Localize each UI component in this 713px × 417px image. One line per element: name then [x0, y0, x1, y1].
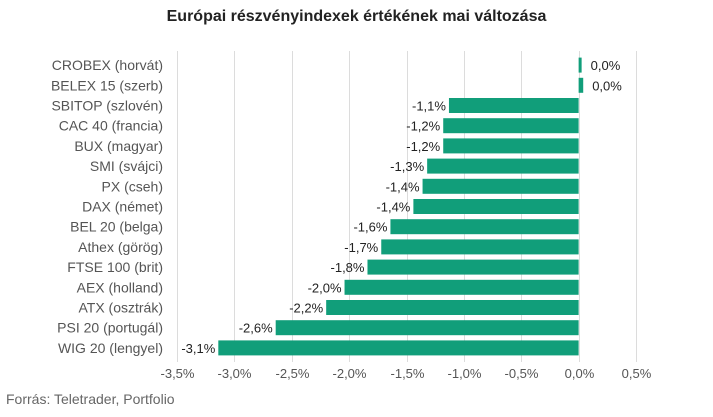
bar — [578, 77, 584, 93]
value-label: -2,2% — [289, 301, 323, 316]
category-label: BUX (magyar) — [74, 138, 163, 154]
x-tick-label: 0,0% — [565, 366, 595, 381]
bar — [218, 340, 579, 356]
value-label: 0,0% — [591, 58, 621, 73]
x-tick-label: -3,5% — [161, 366, 195, 381]
bar — [344, 279, 579, 295]
x-tick-label: -2,0% — [333, 366, 367, 381]
bar — [578, 57, 582, 73]
category-label: Athex (görög) — [78, 239, 163, 255]
category-label: PSI 20 (portugál) — [57, 320, 163, 336]
category-label: CROBEX (horvát) — [52, 57, 163, 73]
source-note: Forrás: Teletrader, Portfolio — [6, 391, 175, 407]
category-label: FTSE 100 (brit) — [67, 259, 163, 275]
bar — [275, 320, 579, 336]
value-label: -3,1% — [181, 341, 215, 356]
value-label: -1,6% — [353, 220, 387, 235]
x-tick-label: -0,5% — [505, 366, 539, 381]
value-label: -1,4% — [386, 179, 420, 194]
category-label: BEL 20 (belga) — [70, 219, 163, 235]
value-label: -2,0% — [308, 280, 342, 295]
value-label: -1,8% — [331, 260, 365, 275]
bar — [427, 158, 579, 174]
bar — [381, 239, 579, 255]
value-label: -1,3% — [390, 159, 424, 174]
value-label: -1,2% — [406, 119, 440, 134]
value-label: -1,1% — [412, 99, 446, 114]
chart-title: Európai részvényindexek értékének mai vá… — [166, 8, 547, 25]
bars — [218, 57, 584, 356]
value-label: 0,0% — [592, 78, 622, 93]
x-tick-label: -3,0% — [218, 366, 252, 381]
x-tick-label: -1,0% — [448, 366, 482, 381]
x-tick-label: -2,5% — [276, 366, 310, 381]
bar — [367, 259, 579, 275]
category-label: SMI (svájci) — [90, 158, 163, 174]
x-tick-label: 0,5% — [622, 366, 652, 381]
value-label: -2,6% — [239, 321, 273, 336]
bar — [443, 118, 579, 134]
bar — [390, 219, 579, 235]
x-tick-label: -1,5% — [391, 366, 425, 381]
category-label: PX (cseh) — [102, 178, 163, 194]
value-label: -1,4% — [376, 200, 410, 215]
bar — [448, 98, 579, 113]
category-label: ATX (osztrák) — [78, 300, 163, 316]
category-label: WIG 20 (lengyel) — [58, 340, 163, 356]
bar — [326, 300, 579, 315]
value-labels: 0,0% 0,0% -1,1% -1,2% -1,2% -1,3% -1,4% -1,4% -1… — [181, 58, 622, 356]
value-label: -1,2% — [406, 139, 440, 154]
category-label: DAX (német) — [82, 199, 163, 215]
category-labels: CROBEX (horvát) BELEX 15 (szerb) SBITOP (s… — [51, 57, 163, 356]
bar — [422, 178, 579, 194]
bar — [413, 199, 579, 214]
bar — [443, 138, 579, 154]
category-label: BELEX 15 (szerb) — [51, 77, 163, 93]
x-axis-ticks: -3,5% -3,0% -2,5% -2,0% -1,5% -1,0% -0,5% 0,0% 0… — [161, 366, 652, 381]
value-label: -1,7% — [344, 240, 378, 255]
category-label: SBITOP (szlovén) — [51, 98, 163, 114]
category-label: AEX (holland) — [77, 279, 163, 295]
category-label: CAC 40 (francia) — [59, 118, 163, 134]
